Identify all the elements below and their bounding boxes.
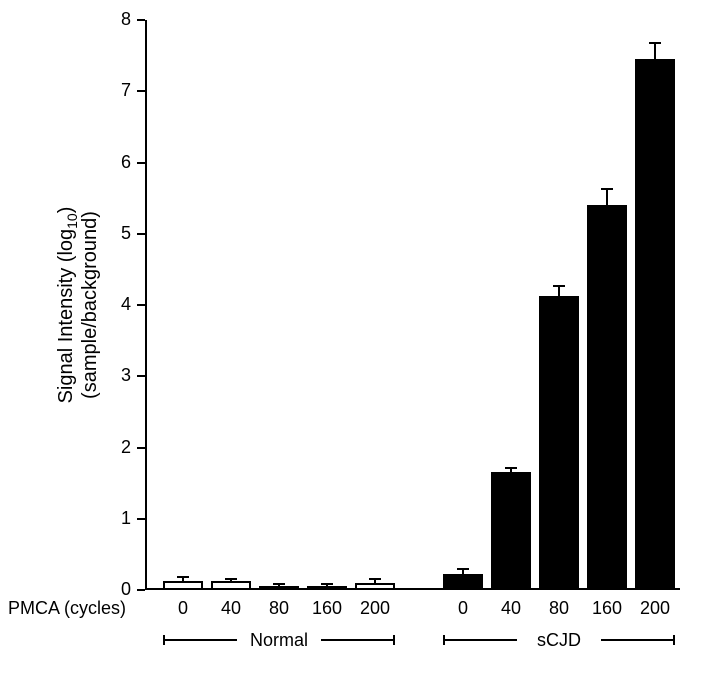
error-cap — [505, 467, 517, 469]
x-tick-label: 40 — [489, 598, 533, 619]
bar-normal-4 — [355, 583, 395, 590]
x-tick-label: 80 — [537, 598, 581, 619]
group-label-scjd: sCJD — [509, 630, 609, 651]
y-tick-label: 1 — [97, 508, 131, 529]
error-cap — [369, 578, 381, 580]
y-tick-label: 4 — [97, 294, 131, 315]
y-tick — [137, 518, 145, 520]
error-cap — [225, 578, 237, 580]
error-bar — [558, 286, 560, 296]
bar-normal-0 — [163, 581, 203, 590]
group-bracket-line — [443, 639, 517, 641]
y-tick — [137, 589, 145, 591]
y-tick — [137, 19, 145, 21]
y-tick-label: 7 — [97, 80, 131, 101]
group-bracket-line — [321, 639, 395, 641]
bar-scjd-4 — [635, 59, 675, 590]
bar-normal-1 — [211, 581, 251, 590]
x-tick-label: 160 — [585, 598, 629, 619]
y-axis-title-line1: Signal Intensity (log10) — [55, 175, 80, 435]
x-tick-label: 160 — [305, 598, 349, 619]
error-cap — [553, 285, 565, 287]
bar-normal-3 — [307, 586, 347, 590]
bar-normal-2 — [259, 586, 299, 590]
x-axis-title: PMCA (cycles) — [8, 598, 126, 619]
y-tick-label: 6 — [97, 152, 131, 173]
y-tick-label: 3 — [97, 365, 131, 386]
y-tick — [137, 233, 145, 235]
error-cap — [457, 568, 469, 570]
x-tick-label: 0 — [441, 598, 485, 619]
error-bar — [606, 189, 608, 205]
error-cap — [649, 42, 661, 44]
x-tick-label: 80 — [257, 598, 301, 619]
y-tick-label: 8 — [97, 9, 131, 30]
y-tick-label: 0 — [97, 579, 131, 600]
bar-scjd-2 — [539, 296, 579, 590]
error-bar — [654, 43, 656, 59]
y-tick — [137, 90, 145, 92]
y-tick — [137, 375, 145, 377]
group-bracket-tick — [393, 635, 395, 645]
error-cap — [601, 188, 613, 190]
x-tick-label: 0 — [161, 598, 205, 619]
bar-scjd-3 — [587, 205, 627, 590]
y-tick-label: 5 — [97, 223, 131, 244]
group-bracket-tick — [673, 635, 675, 645]
group-bracket-line — [601, 639, 675, 641]
x-tick-label: 200 — [353, 598, 397, 619]
group-bracket-line — [163, 639, 237, 641]
y-axis — [145, 20, 147, 590]
error-cap — [177, 576, 189, 578]
bar-scjd-0 — [443, 574, 483, 590]
bar-scjd-1 — [491, 472, 531, 590]
error-cap — [273, 583, 285, 585]
y-tick — [137, 447, 145, 449]
y-tick — [137, 304, 145, 306]
group-label-normal: Normal — [229, 630, 329, 651]
y-tick — [137, 162, 145, 164]
x-tick-label: 200 — [633, 598, 677, 619]
x-tick-label: 40 — [209, 598, 253, 619]
y-axis-title-line2: (sample/background) — [79, 175, 102, 435]
error-cap — [321, 583, 333, 585]
bar-chart: 0 1 2 3 4 5 6 7 8 Signal Intensity (log10)(sample… — [0, 0, 712, 696]
y-tick-label: 2 — [97, 437, 131, 458]
